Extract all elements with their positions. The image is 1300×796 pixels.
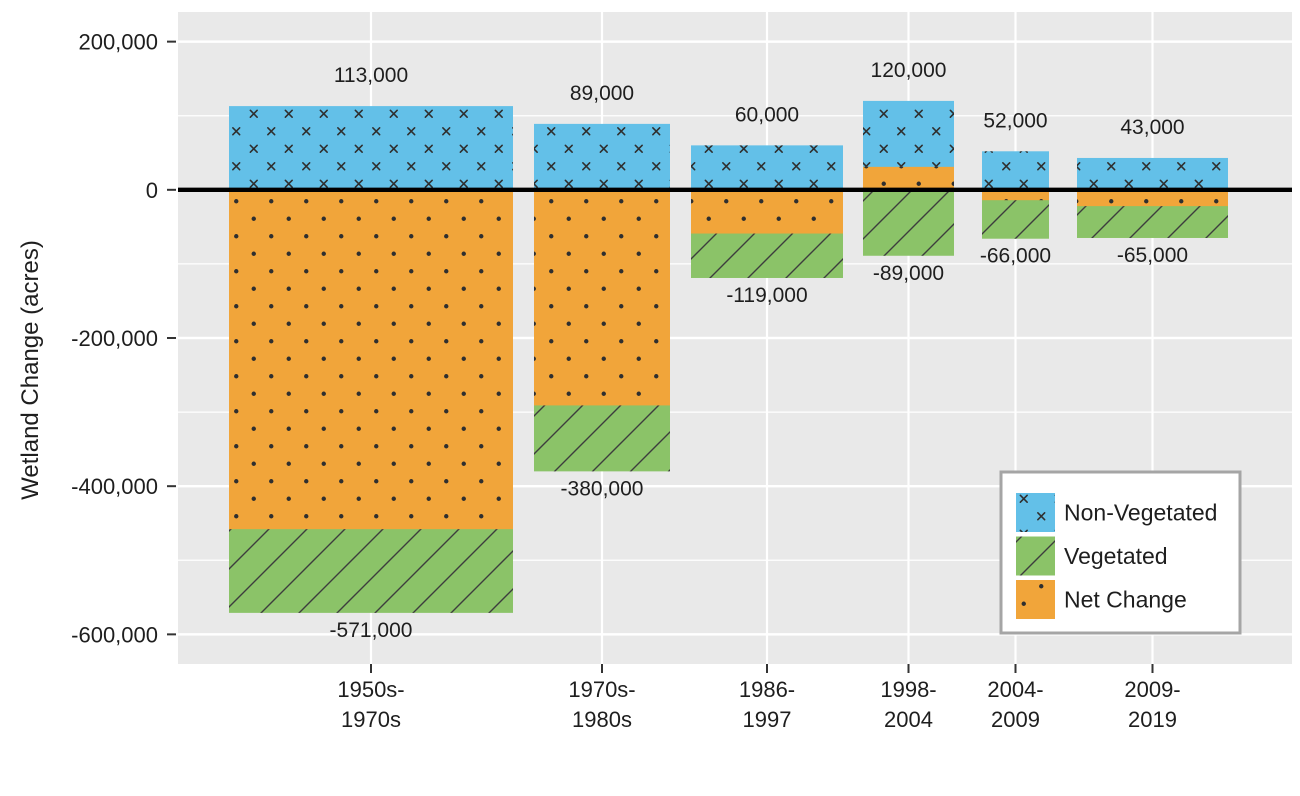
y-axis-tick-label-0: 0 xyxy=(146,178,158,203)
data-label-vegetated-2009-2019: -65,000 xyxy=(1117,244,1188,267)
data-label-nonvegetated-1970s-1980s: 89,000 xyxy=(570,82,634,105)
y-axis-tick-label-200000: 200,000 xyxy=(78,30,158,55)
x-axis-tick-label-2009-2019: 2009-2019 xyxy=(1124,677,1180,732)
x-axis-tick-label-1986-1997: 1986-1997 xyxy=(739,677,795,732)
x-axis-tick-label-1970s-1980s: 1970s-1980s xyxy=(568,677,635,732)
bar-netchange-2004-2009-pattern xyxy=(982,189,1049,201)
data-label-vegetated-1970s-1980s: -380,000 xyxy=(561,477,644,500)
bar-nonvegetated-1970s-1980s-pattern xyxy=(534,123,670,190)
legend-label-Vegetated: Vegetated xyxy=(1064,543,1168,569)
y-axis-title: Wetland Change (acres) xyxy=(17,240,44,500)
x-axis-tick-label-1950s-1970s: 1950s-1970s xyxy=(337,677,404,732)
data-label-nonvegetated-1998-2004: 120,000 xyxy=(871,59,947,82)
x-axis-tick-label-2004-2009: 2004-2009 xyxy=(987,677,1043,732)
bar-vegetated-1998-2004-pattern xyxy=(863,189,954,256)
legend-swatch-pattern-Vegetated xyxy=(1016,536,1055,576)
legend-label-Non-Vegetated: Non-Vegetated xyxy=(1064,500,1217,526)
bar-nonvegetated-1986-1997-pattern xyxy=(691,145,843,190)
data-label-nonvegetated-2009-2019: 43,000 xyxy=(1120,116,1184,139)
legend-swatch-pattern-Non-Vegetated xyxy=(1016,493,1055,532)
legend-swatch-pattern-Net Change xyxy=(1016,580,1055,619)
bar-netchange-2009-2019-pattern xyxy=(1077,189,1228,207)
bar-netchange-1970s-1980s-pattern xyxy=(534,189,670,406)
data-label-vegetated-2004-2009: -66,000 xyxy=(980,245,1051,268)
x-axis-tick-label-1998-2004: 1998-2004 xyxy=(880,677,936,732)
y-axis-tick-label--400000: -400,000 xyxy=(71,474,158,499)
bar-nonvegetated-1950s-1970s-pattern xyxy=(229,106,513,190)
data-label-nonvegetated-2004-2009: 52,000 xyxy=(983,109,1047,132)
data-label-vegetated-1950s-1970s: -571,000 xyxy=(330,619,413,642)
data-label-nonvegetated-1950s-1970s: 113,000 xyxy=(334,64,408,87)
y-axis-tick-label--600000: -600,000 xyxy=(71,622,158,647)
data-label-vegetated-1998-2004: -89,000 xyxy=(873,262,944,285)
bar-nonvegetated-2009-2019-pattern xyxy=(1077,157,1228,190)
legend: Non-Vegetated Vegetated Net Change xyxy=(999,470,1242,635)
y-axis-tick-label--200000: -200,000 xyxy=(71,326,158,351)
data-label-vegetated-1986-1997: -119,000 xyxy=(726,284,807,307)
bar-netchange-1950s-1970s-pattern xyxy=(229,189,513,530)
data-label-nonvegetated-1986-1997: 60,000 xyxy=(735,103,799,126)
legend-label-Net Change: Net Change xyxy=(1064,587,1187,613)
bar-netchange-1986-1997-pattern xyxy=(691,189,843,234)
bar-netchange-1998-2004-pattern xyxy=(863,166,954,190)
bar-nonvegetated-2004-2009-pattern xyxy=(982,151,1049,190)
